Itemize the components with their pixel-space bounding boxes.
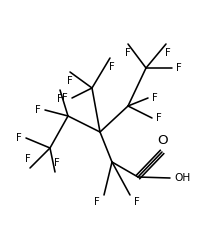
Text: F: F [54, 158, 60, 168]
Text: F: F [109, 62, 115, 72]
Text: F: F [156, 113, 162, 123]
Text: O: O [158, 134, 168, 147]
Text: F: F [25, 154, 31, 164]
Text: F: F [35, 105, 41, 115]
Text: F: F [165, 48, 171, 58]
Text: F: F [16, 133, 22, 143]
Text: F: F [62, 93, 68, 103]
Text: F: F [152, 93, 158, 103]
Text: F: F [67, 76, 73, 86]
Text: OH: OH [174, 173, 190, 183]
Text: F: F [134, 197, 140, 207]
Text: F: F [125, 48, 131, 58]
Text: F: F [176, 63, 182, 73]
Text: F: F [94, 197, 100, 207]
Text: F: F [57, 94, 63, 104]
